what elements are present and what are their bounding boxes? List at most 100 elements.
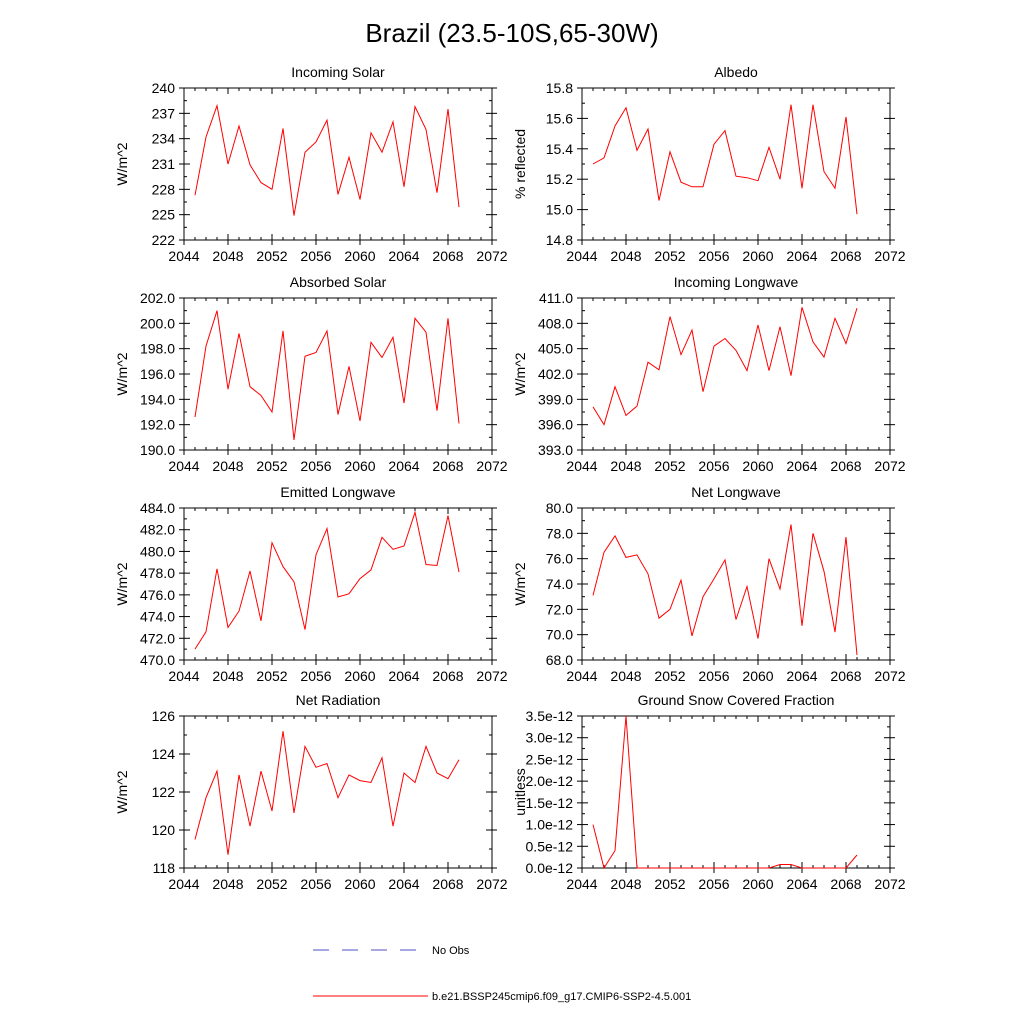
x-tick-label: 2048 (212, 668, 243, 684)
y-tick-label: 200.0 (140, 315, 175, 331)
series-line-ground-snow-covered-fraction (592, 715, 858, 870)
y-tick-label: 70.0 (546, 627, 573, 643)
plot-frame (183, 87, 493, 241)
x-tick-label: 2044 (566, 248, 597, 264)
y-tick-label: 122 (152, 784, 176, 800)
y-tick-label: 124 (152, 746, 176, 762)
y-tick-label: 15.6 (546, 110, 573, 126)
y-tick-label: 80.0 (546, 500, 573, 516)
x-tick-label: 2056 (698, 248, 729, 264)
x-tick-label: 2060 (742, 248, 773, 264)
x-tick-label: 2068 (432, 876, 463, 892)
y-tick-label: 228 (152, 181, 176, 197)
page-title: Brazil (23.5-10S,65-30W) (365, 18, 658, 48)
x-tick-label: 2048 (212, 248, 243, 264)
x-tick-label: 2056 (698, 876, 729, 892)
plot-frame (183, 715, 493, 869)
y-tick-label: 78.0 (546, 525, 573, 541)
panel-title: Incoming Solar (291, 64, 385, 80)
panels: Incoming Solar W/m^2 2044 2048 2052 2056 2060 2… (114, 64, 906, 892)
x-tick-label: 2060 (742, 458, 773, 474)
panel-net-radiation: Net Radiation W/m^2 2044 2048 2052 2056 2060 20… (114, 692, 508, 892)
y-tick-label: 194.0 (140, 391, 175, 407)
x-tick-label: 2064 (388, 248, 419, 264)
x-tick-label: 2044 (168, 458, 199, 474)
x-tick-label: 2072 (476, 668, 507, 684)
x-tick-label: 2068 (830, 248, 861, 264)
x-tick-label: 2052 (654, 248, 685, 264)
y-tick-label: 15.8 (546, 80, 573, 96)
y-tick-label: 478.0 (140, 565, 175, 581)
x-tick-label: 2052 (256, 668, 287, 684)
series-line-absorbed-solar (194, 310, 460, 440)
x-tick-label: 2072 (874, 876, 905, 892)
x-tick-label: 2060 (742, 876, 773, 892)
y-tick-label: 76.0 (546, 551, 573, 567)
x-tick-label: 2052 (256, 248, 287, 264)
y-tick-label: 202.0 (140, 290, 175, 306)
y-tick-label: 480.0 (140, 543, 175, 559)
y-tick-label: 231 (152, 156, 176, 172)
plot-frame (581, 715, 891, 869)
x-tick-label: 2048 (610, 248, 641, 264)
y-tick-label: 222 (152, 232, 176, 248)
panel-title: Ground Snow Covered Fraction (638, 692, 835, 708)
x-tick-label: 2072 (476, 876, 507, 892)
y-tick-label: 470.0 (140, 652, 175, 668)
y-tick-label: 196.0 (140, 366, 175, 382)
x-tick-label: 2056 (698, 668, 729, 684)
y-tick-label: 411.0 (539, 290, 573, 306)
y-tick-label: 120 (152, 822, 176, 838)
x-tick-label: 2044 (566, 458, 597, 474)
y-tick-label: 0.5e-12 (526, 838, 574, 854)
x-tick-label: 2072 (476, 248, 507, 264)
y-tick-label: 472.0 (140, 630, 175, 646)
plot-frame (581, 87, 891, 241)
x-tick-label: 2060 (344, 458, 375, 474)
x-tick-label: 2044 (566, 668, 597, 684)
y-tick-label: 399.0 (538, 391, 573, 407)
panel-incoming-solar: Incoming Solar W/m^2 2044 2048 2052 2056 2060 2… (114, 64, 508, 264)
y-tick-label: 408.0 (538, 315, 573, 331)
y-tick-label: 118 (153, 860, 176, 876)
x-tick-label: 2052 (654, 876, 685, 892)
x-tick-label: 2056 (300, 876, 331, 892)
y-tick-label: 482.0 (140, 522, 175, 538)
x-tick-label: 2068 (830, 876, 861, 892)
y-tick-label: 14.8 (546, 232, 573, 248)
x-tick-label: 2056 (300, 248, 331, 264)
y-axis-label: W/m^2 (114, 562, 130, 605)
y-tick-label: 3.5e-12 (526, 708, 574, 724)
y-tick-label: 68.0 (546, 652, 573, 668)
series-line-net-longwave (592, 524, 858, 655)
x-tick-label: 2044 (168, 248, 199, 264)
y-tick-label: 3.0e-12 (526, 730, 574, 746)
x-tick-label: 2044 (168, 876, 199, 892)
y-tick-label: 192.0 (140, 417, 175, 433)
x-tick-label: 2056 (300, 668, 331, 684)
panel-title: Absorbed Solar (290, 274, 387, 290)
panel-ground-snow-covered-fraction: Ground Snow Covered Fraction unitless 2044… (512, 692, 906, 892)
x-tick-label: 2064 (388, 876, 419, 892)
x-tick-label: 2056 (698, 458, 729, 474)
y-tick-label: 15.0 (546, 202, 573, 218)
x-tick-label: 2060 (344, 668, 375, 684)
x-tick-label: 2072 (874, 248, 905, 264)
x-tick-label: 2072 (874, 458, 905, 474)
panel-absorbed-solar: Absorbed Solar W/m^2 2044 2048 2052 2056 2060 2… (114, 274, 508, 474)
plot-frame (183, 297, 493, 451)
y-tick-label: 396.0 (538, 417, 573, 433)
series-line-net-radiation (194, 731, 460, 855)
y-tick-label: 190.0 (140, 442, 175, 458)
x-tick-label: 2044 (566, 876, 597, 892)
x-tick-label: 2072 (874, 668, 905, 684)
x-tick-label: 2064 (388, 668, 419, 684)
x-tick-label: 2060 (742, 668, 773, 684)
y-axis-label: % reflected (512, 129, 528, 199)
panel-title: Incoming Longwave (674, 274, 799, 290)
x-tick-label: 2052 (256, 458, 287, 474)
x-tick-label: 2048 (212, 876, 243, 892)
y-tick-label: 474.0 (140, 609, 175, 625)
panel-net-longwave: Net Longwave W/m^2 2044 2048 2052 2056 2060 206… (512, 484, 906, 684)
